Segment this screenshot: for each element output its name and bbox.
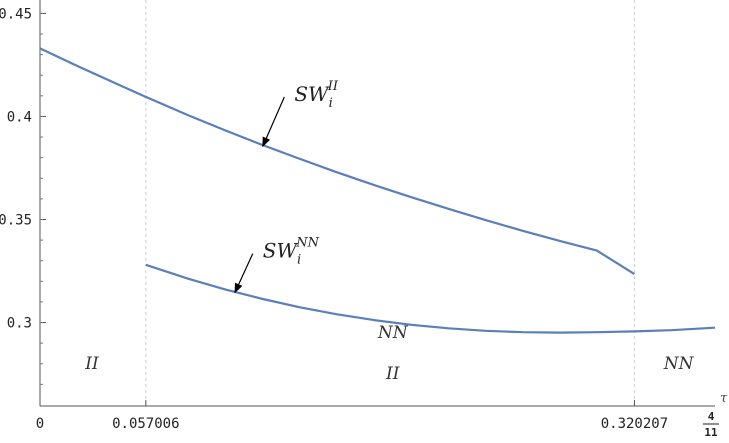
y-tick-label: 0.4 bbox=[7, 109, 32, 125]
x-tick-label: 0.057006 bbox=[112, 416, 179, 432]
y-tick-label: 0.35 bbox=[0, 212, 32, 228]
series-label: SWiII bbox=[294, 79, 339, 111]
y-tick-label: 0.45 bbox=[0, 6, 32, 22]
x-tick-label: 0 bbox=[36, 416, 44, 432]
x-end-numerator: 4 bbox=[708, 410, 715, 423]
series-label: SWiNN bbox=[263, 236, 320, 268]
region-label: NN bbox=[663, 354, 695, 374]
region-dividers bbox=[145, 0, 635, 406]
region-label: II bbox=[385, 364, 400, 384]
region-label: NN bbox=[377, 323, 409, 343]
series-lines bbox=[39, 47, 716, 334]
series-line-sw-nn bbox=[145, 263, 716, 334]
annotation-arrow bbox=[234, 253, 254, 294]
labels: SWiII SWiNN II NN II NN bbox=[84, 79, 694, 384]
x-axis-label: τ bbox=[720, 391, 728, 406]
region-label: II bbox=[84, 354, 99, 374]
x-end-denominator: 11 bbox=[704, 426, 718, 439]
x-tick-label: 0.320207 bbox=[601, 416, 668, 432]
annotation-arrow bbox=[262, 96, 285, 148]
series-line-sw-ii bbox=[39, 47, 635, 276]
y-tick-label: 0.3 bbox=[7, 316, 32, 332]
